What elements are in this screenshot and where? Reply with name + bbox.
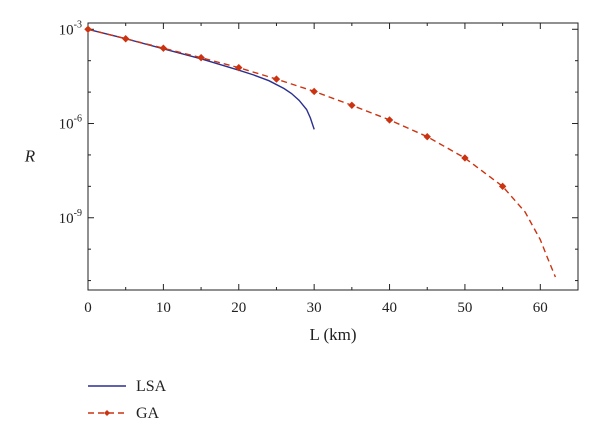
x-tick-label: 0 — [84, 300, 92, 316]
series-point-ga — [423, 133, 431, 141]
x-tick-label: 30 — [307, 300, 322, 316]
y-tick-label: 10-6 — [59, 114, 82, 133]
x-tick-label: 40 — [382, 300, 397, 316]
series-point-ga — [310, 87, 318, 96]
y-axis-label: R — [24, 147, 36, 166]
x-tick-label: 60 — [533, 300, 548, 316]
series-point-ga — [498, 182, 507, 191]
y-tick-label: 10-9 — [59, 208, 82, 227]
x-axis-label: L (km) — [309, 325, 356, 344]
series-point-ga — [461, 154, 469, 162]
series-point-ga — [84, 25, 92, 33]
series-point-ga — [235, 63, 243, 72]
series-point-ga — [159, 44, 168, 52]
series-point-ga — [272, 75, 281, 83]
plot-frame — [87, 22, 579, 291]
legend-label-ga: GA — [136, 405, 160, 422]
series-line-ga — [87, 28, 557, 278]
series-point-ga — [197, 53, 205, 62]
y-tick-label: 10-3 — [59, 19, 82, 38]
series-point-ga — [385, 116, 394, 124]
series-point-ga — [348, 101, 356, 110]
series-line-lsa — [87, 28, 315, 130]
legend-marker-ga — [104, 410, 110, 416]
legend-label-lsa: LSA — [136, 378, 167, 395]
x-tick-label: 10 — [156, 300, 171, 316]
series-point-ga — [121, 35, 130, 43]
x-tick-label: 50 — [457, 300, 472, 316]
x-tick-label: 20 — [231, 300, 246, 316]
